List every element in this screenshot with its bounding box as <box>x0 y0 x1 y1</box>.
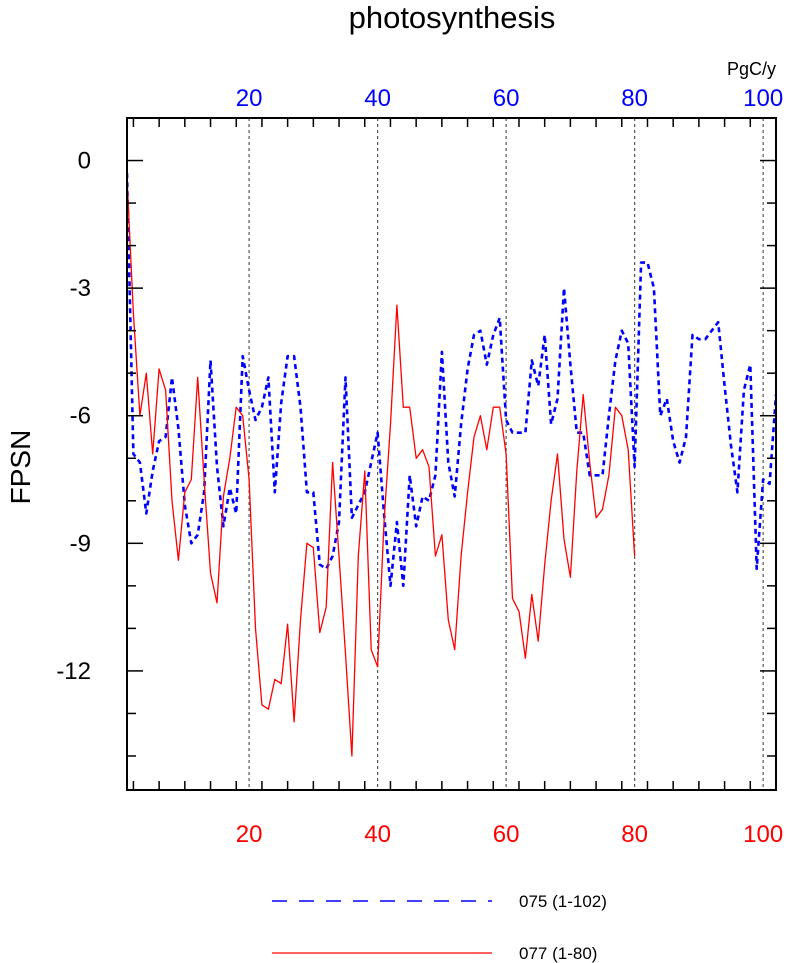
tick-labels: 20 20 40 40 60 60 80 80 100 100 0 -3 -6 -9 -12 <box>56 85 783 848</box>
y-tick-label--6: -6 <box>70 403 91 430</box>
x-tick-label-top-80: 80 <box>621 85 648 112</box>
legend-label-075: 075 (1-102) <box>519 892 607 911</box>
y-tick-label--12: -12 <box>56 658 91 685</box>
legend-label-077: 077 (1-80) <box>519 944 597 963</box>
y-tick-label--3: -3 <box>70 275 91 302</box>
plot-frame <box>126 117 777 791</box>
series-line-075 <box>127 173 776 588</box>
legend: 075 (1-102) 077 (1-80) <box>272 892 607 963</box>
axis-ticks <box>127 118 777 790</box>
x-tick-label-bottom-40: 40 <box>364 821 391 848</box>
y-tick-label--9: -9 <box>70 530 91 557</box>
x-tick-label-bottom-60: 60 <box>493 821 520 848</box>
x-tick-label-bottom-80: 80 <box>621 821 648 848</box>
y-axis-label: FPSN <box>5 430 36 505</box>
y-tick-label-0: 0 <box>78 148 91 175</box>
x-tick-label-top-60: 60 <box>493 85 520 112</box>
x-tick-label-bottom-20: 20 <box>236 821 263 848</box>
series-lines <box>127 173 776 757</box>
chart-title: photosynthesis <box>349 0 556 35</box>
x-tick-label-top-20: 20 <box>236 85 263 112</box>
x-tick-label-top-100: 100 <box>743 85 783 112</box>
x-tick-label-top-40: 40 <box>364 85 391 112</box>
units-label: PgC/y <box>727 59 776 79</box>
x-tick-label-bottom-100: 100 <box>743 821 783 848</box>
series-line-077 <box>127 177 636 757</box>
